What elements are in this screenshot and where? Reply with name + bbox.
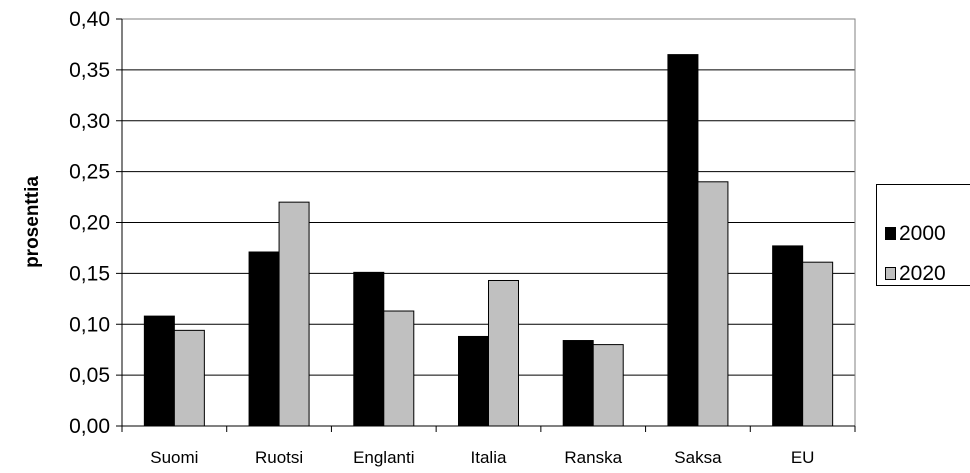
y-tick-label: 0,00 bbox=[69, 415, 110, 438]
bar-2020-ranska bbox=[592, 344, 624, 427]
legend-label-2020: 2020 bbox=[899, 262, 946, 285]
y-tick-labels: 0,00 0,05 0,10 0,15 0,20 0,25 0,30 0,35 0,40 bbox=[69, 8, 110, 438]
legend-item-2000: 2000 bbox=[885, 223, 946, 244]
bar-2020-saksa bbox=[697, 181, 729, 427]
gridlines bbox=[122, 18, 855, 376]
bar-2020-eu bbox=[802, 261, 834, 427]
y-tick-label: 0,25 bbox=[69, 161, 110, 184]
bar-2020-italia bbox=[488, 279, 519, 427]
x-tick-label: Ruotsi bbox=[255, 448, 303, 467]
x-tick-labels: Suomi Ruotsi Englanti Italia Ranska Saksa EU bbox=[150, 448, 814, 467]
bar-2000-ranska bbox=[562, 340, 594, 427]
axes bbox=[116, 18, 856, 432]
x-tick-label: Saksa bbox=[674, 448, 722, 467]
y-tick-label: 0,10 bbox=[69, 313, 110, 336]
bar-2000-eu bbox=[772, 245, 804, 427]
y-tick-label: 0,40 bbox=[69, 8, 110, 31]
bar-2020-englanti bbox=[383, 310, 415, 427]
y-tick-label: 0,20 bbox=[69, 212, 110, 235]
bar-2000-englanti bbox=[353, 271, 385, 427]
legend: 2000 2020 bbox=[876, 184, 970, 286]
legend-label-2000: 2000 bbox=[899, 222, 946, 245]
y-tick-label: 0,05 bbox=[69, 364, 110, 387]
x-tick-label: Englanti bbox=[353, 448, 414, 467]
x-tick-label: Suomi bbox=[150, 448, 198, 467]
bar-2000-italia bbox=[458, 335, 489, 427]
bar-2000-saksa bbox=[667, 54, 699, 427]
x-tick-label: Ranska bbox=[564, 448, 622, 467]
legend-swatch-2000 bbox=[885, 227, 896, 240]
bar-2000-ruotsi bbox=[248, 251, 280, 427]
y-tick-label: 0,15 bbox=[69, 262, 110, 285]
bar-2000-suomi bbox=[143, 315, 175, 427]
bars bbox=[143, 54, 834, 427]
bar-2020-suomi bbox=[173, 329, 205, 427]
x-tick-label: EU bbox=[791, 448, 815, 467]
y-tick-label: 0,35 bbox=[69, 59, 110, 82]
legend-swatch-2020 bbox=[885, 267, 896, 280]
bar-2020-ruotsi bbox=[278, 201, 310, 427]
legend-item-2020: 2020 bbox=[885, 263, 946, 284]
x-tick-label: Italia bbox=[471, 448, 507, 467]
y-tick-label: 0,30 bbox=[69, 110, 110, 133]
y-axis-label: prosenttia bbox=[22, 176, 43, 268]
